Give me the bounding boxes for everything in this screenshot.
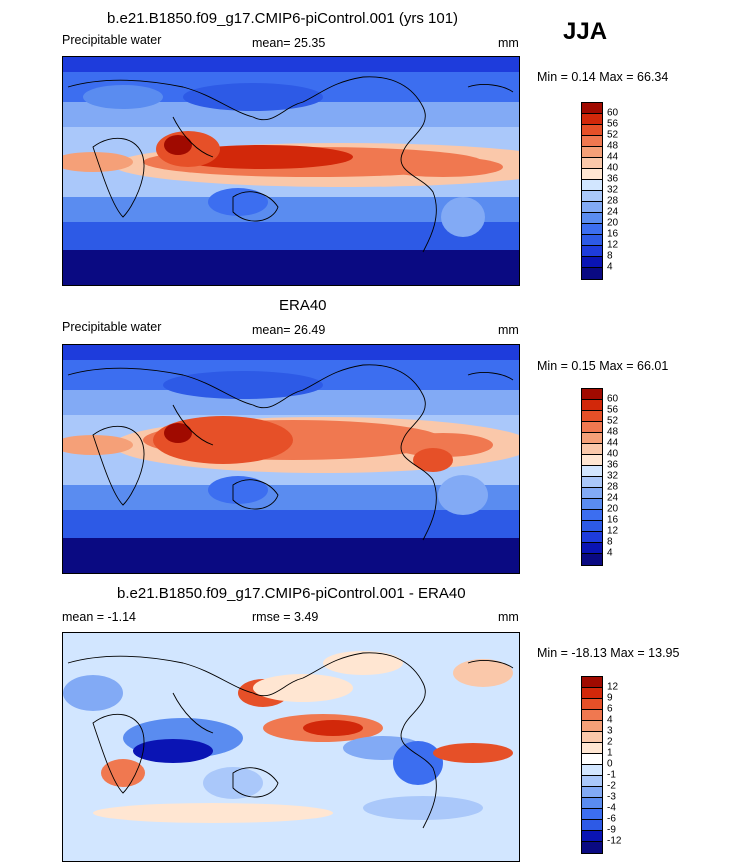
panel2-colorbar [581,388,603,566]
colorbar-tick: 20 [607,503,619,515]
colorbar-tick: 3 [607,725,613,737]
colorbar-tick: 20 [607,217,619,229]
panel1-map-graphic [63,57,519,285]
panel2-map-graphic [63,345,519,573]
colorbar-tick: -2 [607,780,616,792]
colorbar-tick: 12 [607,525,619,537]
colorbar-tick: 8 [607,250,613,262]
panel1-title: b.e21.B1850.f09_g17.CMIP6-piControl.001 … [107,10,459,27]
panel3-rmse-label: rmse = 3.49 [252,610,319,624]
colorbar-tick: 16 [607,228,619,240]
panel2-title: ERA40 [279,297,327,314]
colorbar-tick: 36 [607,459,619,471]
colorbar-tick: 44 [607,437,619,449]
colorbar-tick: 6 [607,703,613,715]
colorbar-tick: 32 [607,470,619,482]
colorbar-tick: 56 [607,404,619,416]
colorbar-tick: 24 [607,206,619,218]
colorbar-tick: -6 [607,813,616,825]
colorbar-tick: 36 [607,173,619,185]
panel3-minmax: Min = -18.13 Max = 13.95 [537,646,680,660]
panel2-units: mm [498,323,519,337]
colorbar-tick: 1 [607,747,613,759]
panel3-colorbar [581,676,603,854]
panel3-difference-map [62,632,520,862]
colorbar-tick: 0 [607,758,613,770]
panel1-field-label: Precipitable water [62,33,162,47]
colorbar-tick: -3 [607,791,616,803]
colorbar-tick: -9 [607,824,616,836]
season-label: JJA [563,18,608,45]
panel2-mean-label: mean= 26.49 [252,323,326,337]
colorbar-tick: 48 [607,140,619,152]
panel1-model-map [62,56,520,286]
colorbar-tick: 52 [607,415,619,427]
colorbar-tick: 60 [607,107,619,119]
panel3-units: mm [498,610,519,624]
colorbar-tick: 40 [607,448,619,460]
colorbar-tick: 9 [607,692,613,704]
panel1-minmax: Min = 0.14 Max = 66.34 [537,70,669,84]
panel1-mean-label: mean= 25.35 [252,36,326,50]
colorbar-tick: 56 [607,118,619,130]
colorbar-tick: 12 [607,681,619,693]
panel3-title: b.e21.B1850.f09_g17.CMIP6-piControl.001 … [117,585,466,602]
panel1-units: mm [498,36,519,50]
colorbar-tick: 52 [607,129,619,141]
colorbar-tick: 28 [607,481,619,493]
colorbar-tick: 12 [607,239,619,251]
colorbar-tick: 8 [607,536,613,548]
colorbar-tick: 44 [607,151,619,163]
colorbar-tick: -12 [607,835,622,847]
colorbar-tick: 4 [607,547,613,559]
colorbar-tick: 4 [607,714,613,726]
panel3-mean-label: mean = -1.14 [62,610,137,624]
colorbar-tick: 28 [607,195,619,207]
panel2-minmax: Min = 0.15 Max = 66.01 [537,359,669,373]
panel3-map-graphic [63,633,519,861]
panel2-era40-map [62,344,520,574]
colorbar-tick: 60 [607,393,619,405]
colorbar-tick: 32 [607,184,619,196]
colorbar-tick: -1 [607,769,616,781]
colorbar-tick: 16 [607,514,619,526]
colorbar-tick: 4 [607,261,613,273]
panel1-colorbar [581,102,603,280]
colorbar-tick: -4 [607,802,616,814]
colorbar-tick: 48 [607,426,619,438]
colorbar-tick: 2 [607,736,613,748]
panel2-field-label: Precipitable water [62,320,162,334]
colorbar-tick: 40 [607,162,619,174]
colorbar-tick: 24 [607,492,619,504]
